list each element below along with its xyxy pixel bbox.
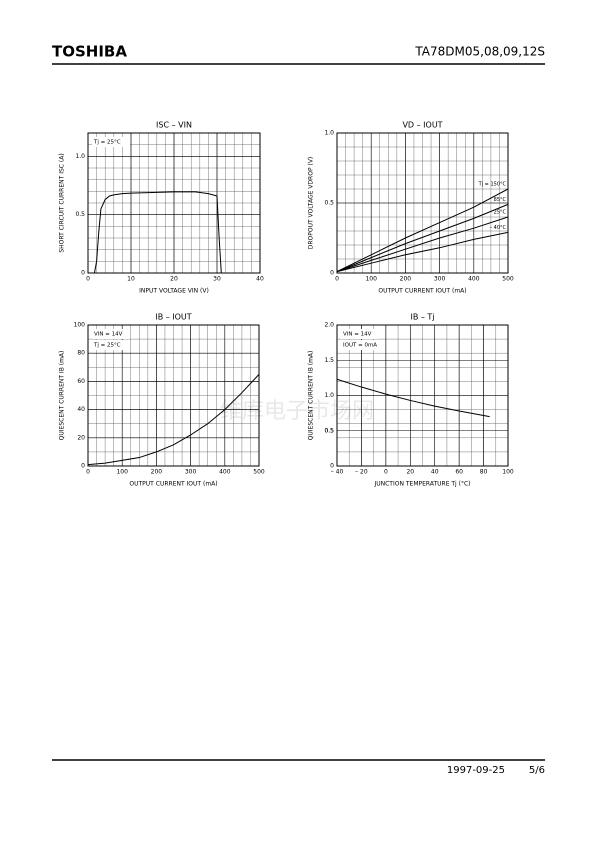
- y-axis-label: SHORT CIRCUIT CURRENT ISC (A): [59, 153, 66, 252]
- y-tick-label: 1.0: [75, 153, 85, 160]
- chart-title: IB – Tj: [410, 313, 434, 322]
- plot-frame: [87, 324, 260, 467]
- footer-page: 5/6: [529, 765, 545, 776]
- x-tick-label: 100: [116, 469, 128, 476]
- x-tick-label: 200: [400, 276, 412, 283]
- y-tick-label: 0.5: [324, 200, 334, 207]
- x-tick-label: 500: [253, 469, 265, 476]
- chart-title: ISC – VIN: [156, 121, 192, 130]
- line-label: – 40°C: [490, 225, 507, 231]
- x-tick-label: 100: [502, 469, 514, 476]
- x-tick-label: 10: [127, 276, 135, 283]
- annotation-bg: [341, 329, 379, 339]
- x-axis-label: OUTPUT CURRENT IOUT (mA): [378, 288, 466, 295]
- x-tick-label: 300: [434, 276, 446, 283]
- y-tick-label: 0: [81, 463, 85, 470]
- annotation: VIN = 14V: [343, 332, 372, 338]
- x-tick-label: 20: [406, 469, 414, 476]
- annotation: IOUT = 0mA: [343, 343, 377, 349]
- y-axis-label: QUIESCENT CURRENT IB (mA): [308, 351, 315, 441]
- y-tick-label: 1.5: [324, 357, 334, 364]
- x-tick-label: 500: [502, 276, 514, 283]
- data-line: [88, 191, 260, 274]
- x-tick-label: 40: [431, 469, 439, 476]
- data-line: [87, 374, 260, 466]
- annotation: Tj = 25°C: [93, 140, 121, 146]
- plot-frame: [336, 324, 509, 467]
- x-axis-label: JUNCTION TEMPERATURE Tj (°C): [373, 481, 470, 488]
- x-tick-label: 80: [480, 469, 488, 476]
- annotation: Tj = 25°C: [93, 343, 121, 349]
- data-line: [336, 203, 509, 273]
- y-tick-label: 0: [330, 270, 334, 277]
- y-axis-label: DROPOUT VOLTAGE VDROP (V): [308, 157, 315, 250]
- annotation-bg: [92, 137, 130, 147]
- x-axis-label: OUTPUT CURRENT IOUT (mA): [129, 481, 217, 488]
- x-tick-label: 60: [455, 469, 463, 476]
- line-label: 25°C: [494, 210, 507, 216]
- y-tick-label: 1.0: [324, 392, 334, 399]
- y-tick-label: 0: [81, 270, 85, 277]
- y-tick-label: 20: [77, 434, 85, 441]
- footer-date: 1997-09-25: [447, 765, 505, 776]
- y-tick-label: 60: [77, 378, 85, 385]
- y-tick-label: 0.5: [324, 427, 334, 434]
- x-tick-label: 20: [170, 276, 178, 283]
- part-number: TA78DM05,08,09,12S: [414, 45, 545, 59]
- chart-title: IB – IOUT: [155, 313, 191, 322]
- y-tick-label: 0.5: [75, 211, 85, 218]
- data-line: [336, 378, 490, 418]
- x-tick-label: 400: [468, 276, 480, 283]
- plot-frame: [336, 132, 509, 274]
- annotation-bg: [92, 329, 130, 339]
- data-line: [336, 188, 509, 273]
- brand: TOSHIBA: [52, 43, 127, 61]
- x-tick-label: 0: [86, 276, 90, 283]
- x-tick-label: 400: [219, 469, 231, 476]
- y-tick-label: 0.5: [324, 427, 334, 434]
- line-label: Tj = 150°C: [478, 182, 507, 188]
- annotation-bg: [92, 340, 130, 350]
- y-axis-label: QUIESCENT CURRENT IB (mA): [59, 351, 66, 441]
- chart-title: VD – IOUT: [402, 121, 442, 130]
- x-tick-label: 0: [335, 276, 339, 283]
- y-tick-label: 40: [77, 406, 85, 413]
- annotation-bg: [341, 340, 379, 350]
- x-tick-label: 300: [185, 469, 197, 476]
- annotation: VIN = 14V: [94, 332, 123, 338]
- y-tick-label: 0: [330, 463, 334, 470]
- y-tick-label: 100: [74, 322, 86, 329]
- y-tick-label: 2.0: [324, 322, 334, 329]
- x-tick-label: 40: [256, 276, 264, 283]
- x-tick-label: 100: [365, 276, 377, 283]
- x-tick-label: 200: [151, 469, 163, 476]
- y-tick-label: 1.0: [324, 130, 334, 137]
- x-tick-label: 0: [384, 469, 388, 476]
- x-tick-label: – 40: [331, 469, 344, 476]
- x-tick-label: 0: [86, 469, 90, 476]
- watermark: 维库电子市场网: [220, 399, 374, 424]
- x-tick-label: 30: [213, 276, 221, 283]
- line-label: 85°C: [494, 197, 507, 203]
- plot-frame: [87, 132, 261, 274]
- data-line: [336, 216, 509, 273]
- x-axis-label: INPUT VOLTAGE VIN (V): [139, 288, 209, 295]
- y-tick-label: 80: [77, 350, 85, 357]
- x-tick-label: – 20: [355, 469, 368, 476]
- data-line: [336, 231, 509, 273]
